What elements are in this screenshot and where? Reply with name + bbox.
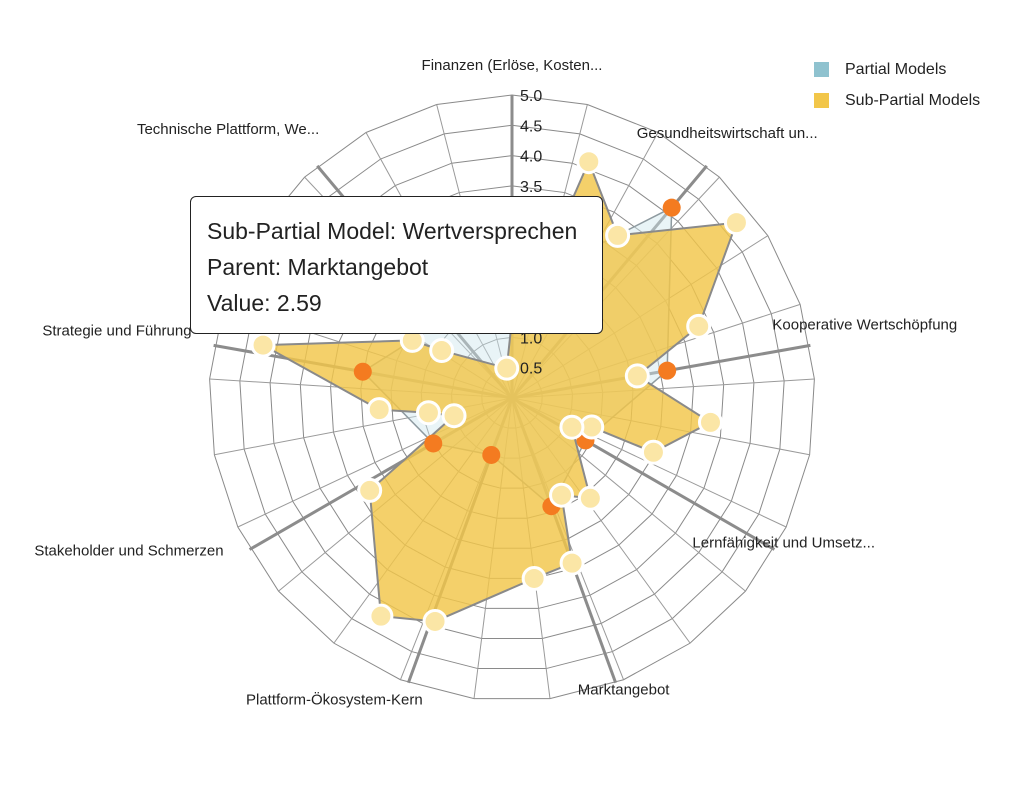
- sub-partial-models-point: [429, 338, 455, 364]
- tick-label: 3.5: [520, 179, 542, 196]
- axis-label: Lernfähigkeit und Umsetz...: [692, 535, 875, 552]
- legend-label: Sub-Partial Models: [845, 91, 981, 109]
- sub-partial-models-point: [697, 409, 723, 435]
- sub-partial-models-point: [686, 313, 712, 339]
- axis-label: Plattform-Ökosystem-Kern: [246, 691, 423, 709]
- tooltip: Sub-Partial Model: Wertversprechen Paren…: [190, 196, 603, 334]
- sub-partial-models-point: [494, 355, 520, 381]
- tick-label: 1.0: [520, 330, 542, 347]
- partial-models-point: [424, 434, 443, 453]
- tick-label: 4.5: [520, 118, 542, 135]
- sub-partial-models-point: [366, 397, 392, 423]
- axis-label: Marktangebot: [578, 682, 671, 699]
- sub-partial-models-point: [577, 485, 603, 511]
- legend-item-sub-partial-models[interactable]: Sub-Partial Models: [814, 85, 980, 116]
- partial-models-point: [658, 361, 677, 380]
- tooltip-model: Sub-Partial Model: Wertversprechen: [207, 218, 578, 244]
- sub-partial-models-point: [624, 363, 650, 389]
- sub-partial-models-point: [549, 482, 575, 508]
- legend-swatch: [814, 62, 829, 77]
- tick-label: 4.0: [520, 149, 542, 166]
- axis-label: Strategie und Führung: [42, 322, 191, 339]
- sub-partial-models-point: [422, 608, 448, 634]
- partial-models-point: [353, 362, 372, 381]
- tooltip-value: Value: 2.59: [207, 290, 322, 316]
- tick-label: 0.5: [520, 361, 542, 378]
- legend-label: Partial Models: [845, 60, 947, 78]
- sub-partial-models-point: [521, 565, 547, 591]
- sub-partial-models-point: [576, 149, 602, 175]
- sub-partial-models-point: [559, 414, 585, 440]
- axis-label: Finanzen (Erlöse, Kosten...: [422, 57, 603, 74]
- sub-partial-models-area: [259, 159, 738, 623]
- tooltip-parent: Parent: Marktangebot: [207, 254, 429, 280]
- legend-swatch: [814, 93, 829, 108]
- partial-models-point: [482, 445, 501, 464]
- tick-label: 5.0: [520, 88, 542, 105]
- series-sub-partial-models: [250, 149, 749, 634]
- sub-partial-models-point: [559, 550, 585, 576]
- axis-label: Kooperative Wertschöpfung: [772, 316, 957, 333]
- sub-partial-models-point: [415, 400, 441, 426]
- sub-partial-models-point: [640, 439, 666, 465]
- axis-labels: Finanzen (Erlöse, Kosten... Gesundheitswi…: [34, 57, 957, 709]
- sub-partial-models-point: [368, 603, 394, 629]
- axis-label: Technische Plattform, We...: [137, 121, 319, 138]
- legend-item-partial-models[interactable]: Partial Models: [814, 54, 980, 85]
- sub-partial-models-point: [723, 210, 749, 236]
- legend: Partial Models Sub-Partial Models: [814, 54, 980, 116]
- sub-partial-models-point: [605, 222, 631, 248]
- axis-label: Gesundheitswirtschaft un...: [637, 125, 818, 142]
- sub-partial-models-point: [250, 332, 276, 358]
- axis-label: Stakeholder und Schmerzen: [34, 543, 223, 560]
- partial-models-point: [662, 198, 681, 217]
- sub-partial-models-point: [357, 477, 383, 503]
- sub-partial-models-point: [441, 403, 467, 429]
